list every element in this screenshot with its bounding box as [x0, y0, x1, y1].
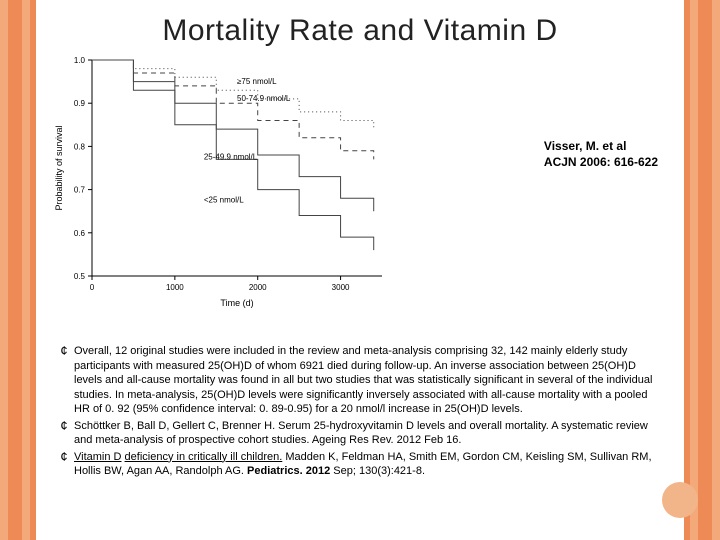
stripe	[30, 0, 36, 540]
svg-text:25-49.9 nmol/L: 25-49.9 nmol/L	[204, 152, 258, 161]
citation-line2: ACJN 2006: 616-622	[544, 154, 658, 170]
slide-content: Mortality Rate and Vitamin D 0.50.60.70.…	[42, 0, 678, 540]
svg-text:0.9: 0.9	[74, 99, 86, 108]
svg-text:≥75 nmol/L: ≥75 nmol/L	[237, 77, 277, 86]
page-title: Mortality Rate and Vitamin D	[42, 14, 678, 48]
bullet-text: Overall, 12 original studies were includ…	[74, 344, 666, 417]
svg-text:0: 0	[90, 283, 95, 292]
list-item: ¢Vitamin D deficiency in critically ill …	[54, 450, 666, 479]
accent-circle	[662, 482, 698, 518]
svg-text:0.6: 0.6	[74, 229, 86, 238]
stripe	[690, 0, 698, 540]
list-item: ¢Overall, 12 original studies were inclu…	[54, 344, 666, 417]
stripe	[8, 0, 22, 540]
svg-text:Time (d): Time (d)	[220, 298, 253, 308]
svg-text:50-74.9 nmol/L: 50-74.9 nmol/L	[237, 94, 291, 103]
bullet-marker: ¢	[54, 344, 74, 417]
chart-citation: Visser, M. et al ACJN 2006: 616-622	[544, 138, 658, 170]
bullet-text: Schöttker B, Ball D, Gellert C, Brenner …	[74, 419, 666, 448]
svg-text:1.0: 1.0	[74, 56, 86, 65]
stripe	[698, 0, 712, 540]
stripe	[22, 0, 30, 540]
stripe	[0, 0, 8, 540]
svg-text:1000: 1000	[166, 283, 184, 292]
survival-chart-svg: 0.5 0.6 0.7 0.8 0.9 1.0 0 1000 2000 3000 Time (d) P…	[50, 50, 390, 310]
bullet-list: ¢Overall, 12 original studies were inclu…	[54, 344, 666, 481]
bullet-marker: ¢	[54, 450, 74, 479]
svg-text:3000: 3000	[332, 283, 350, 292]
citation-line1: Visser, M. et al	[544, 138, 658, 154]
svg-text:Probability of survival: Probability of survival	[54, 125, 64, 210]
bullet-text: Vitamin D deficiency in critically ill c…	[74, 450, 666, 479]
decor-stripes-right	[684, 0, 720, 540]
bullet-marker: ¢	[54, 419, 74, 448]
survival-chart: 0.5 0.6 0.7 0.8 0.9 1.0 0 1000 2000 3000 Time (d) P…	[50, 50, 390, 310]
stripe	[712, 0, 720, 540]
decor-stripes-left	[0, 0, 36, 540]
svg-text:0.5: 0.5	[74, 272, 86, 281]
chart-region: 0.5 0.6 0.7 0.8 0.9 1.0 0 1000 2000 3000 Time (d) P…	[42, 48, 678, 318]
svg-text:0.8: 0.8	[74, 142, 86, 151]
list-item: ¢Schöttker B, Ball D, Gellert C, Brenner…	[54, 419, 666, 448]
svg-text:0.7: 0.7	[74, 186, 86, 195]
svg-text:<25 nmol/L: <25 nmol/L	[204, 196, 244, 205]
svg-text:2000: 2000	[249, 283, 267, 292]
